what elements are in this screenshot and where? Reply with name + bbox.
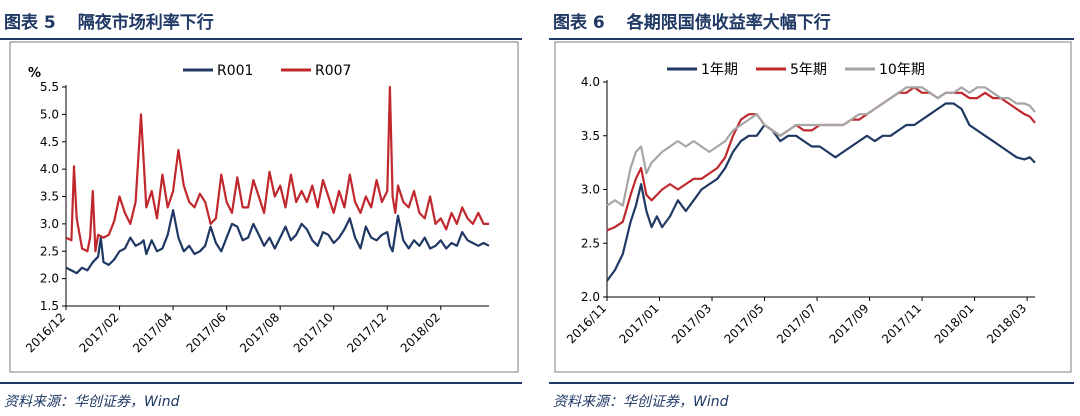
x-tick-label: 2017/06 xyxy=(184,310,229,355)
left-title-rule xyxy=(0,38,522,40)
y-tick-label: 5.5 xyxy=(40,80,59,94)
x-tick-label: 2016/12 xyxy=(23,310,68,355)
x-tick-label: 2017/01 xyxy=(616,301,661,346)
x-tick-label: 2018/03 xyxy=(984,301,1029,346)
x-tick-label: 2016/11 xyxy=(564,301,609,346)
y-tick-label: 2.5 xyxy=(581,236,600,250)
y-tick-label: 3.5 xyxy=(40,190,59,204)
chart-frame xyxy=(9,41,519,373)
x-tick-label: 2017/05 xyxy=(722,301,767,346)
y-tick-label: 1.5 xyxy=(40,299,59,313)
y-tick-label: 3.0 xyxy=(581,183,600,197)
left-source-rule xyxy=(0,382,522,384)
x-tick-label: 2017/07 xyxy=(774,301,819,346)
x-tick-label: 2018/01 xyxy=(932,301,977,346)
right-source-rule xyxy=(549,382,1074,384)
legend-label-1: 1年期 xyxy=(701,62,738,78)
y-tick-label: 2.0 xyxy=(40,272,59,286)
right-title-rule xyxy=(549,38,1074,40)
right-figure-title: 图表 6 各期限国债收益率大幅下行 xyxy=(553,8,831,33)
right-source-note: 资料来源：华创证券，Wind xyxy=(553,394,729,410)
x-tick-label: 2017/03 xyxy=(669,301,714,346)
x-tick-label: 2017/08 xyxy=(237,310,282,355)
x-tick-label: 2018/02 xyxy=(398,310,443,355)
left-figure-title: 图表 5 隔夜市场利率下行 xyxy=(4,8,214,33)
y-tick-label: 3.0 xyxy=(40,217,59,231)
series-line-2 xyxy=(65,85,489,253)
y-tick-label: 3.5 xyxy=(581,129,600,143)
chart-frame xyxy=(554,41,1072,373)
right-figure-number: 图表 6 xyxy=(553,13,605,33)
legend-label-2: R007 xyxy=(315,63,351,79)
right-figure-panel: 图表 6 各期限国债收益率大幅下行 2.0 2.5 3.0 3.5 4.0 2016/11 2… xyxy=(549,0,1080,416)
y-tick-label: 4.0 xyxy=(581,75,600,89)
x-tick-label: 2017/09 xyxy=(827,301,872,346)
left-source-note: 资料来源：华创证券，Wind xyxy=(4,394,180,410)
x-tick-label: 2017/10 xyxy=(291,310,336,355)
x-tick-label: 2017/12 xyxy=(344,310,389,355)
legend-label-2: 5年期 xyxy=(790,62,827,78)
y-tick-label: 2.5 xyxy=(40,244,59,258)
y-tick-label: 5.0 xyxy=(40,107,59,121)
x-tick-label: 2017/02 xyxy=(77,310,122,355)
left-figure-caption: 隔夜市场利率下行 xyxy=(77,13,214,33)
legend-label-3: 10年期 xyxy=(879,62,925,78)
series-line-3 xyxy=(606,86,1036,207)
left-figure-number: 图表 5 xyxy=(4,13,56,33)
series-line-1 xyxy=(65,209,490,275)
x-tick-label: 2017/04 xyxy=(130,310,175,355)
right-figure-caption: 各期限国债收益率大幅下行 xyxy=(626,13,831,33)
x-tick-label: 2017/11 xyxy=(879,301,924,346)
series-line-2 xyxy=(606,86,1036,232)
y-tick-label: 2.0 xyxy=(581,290,600,304)
left-figure-panel: 图表 5 隔夜市场利率下行 1.5 2.0 2.5 3.0 3.5 4.0 4.5 5.0 5.5… xyxy=(0,0,528,416)
y-tick-label: 4.5 xyxy=(40,135,59,149)
legend-label-1: R001 xyxy=(217,63,253,79)
y-tick-label: 4.0 xyxy=(40,162,59,176)
series-line-1 xyxy=(606,102,1036,282)
y-axis-unit-label: % xyxy=(28,66,41,81)
